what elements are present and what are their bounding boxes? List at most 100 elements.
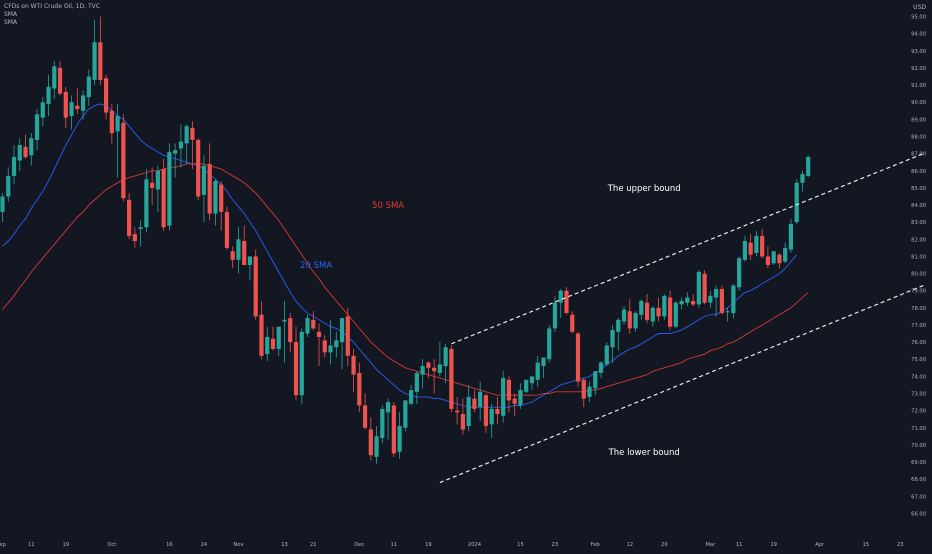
candle-body (483, 395, 489, 427)
y-tick-label: 90.00 (911, 100, 926, 106)
x-tick-label: Mar (705, 542, 716, 548)
y-tick-label: 75.00 (911, 357, 926, 363)
x-tick-label: ep (0, 542, 6, 548)
lower-bound-annotation: The lower bound (608, 448, 680, 458)
candle-body (518, 390, 523, 406)
candle-body (673, 302, 678, 327)
sma50-line (2, 163, 809, 396)
y-tick-label: 68.00 (911, 477, 926, 483)
indicator-label-1[interactable]: SMA (4, 11, 18, 18)
sma20-annotation: 20 SMA (300, 261, 332, 271)
upper-bound-line (451, 153, 924, 345)
candle-body (219, 184, 224, 212)
y-tick-label: 84.00 (911, 203, 926, 209)
x-tick-label: 21 (310, 542, 317, 548)
candle-body (207, 163, 212, 214)
candle-body (138, 227, 143, 230)
candle-body (714, 288, 719, 298)
candle-body (311, 319, 316, 329)
x-tick-label: 23 (897, 542, 904, 548)
y-tick-label: 74.00 (911, 374, 926, 380)
candle-body (662, 295, 667, 317)
x-tick-label: 16 (166, 542, 173, 548)
candle-body (570, 314, 575, 332)
candle-body (455, 410, 460, 413)
x-tick-label: Apr (815, 542, 825, 548)
candle-body (719, 288, 724, 313)
candle-body (247, 256, 253, 265)
candle-body (501, 378, 506, 416)
candle-body (75, 105, 80, 110)
candle-body (259, 314, 264, 356)
candle-body (656, 307, 661, 317)
candle-body (725, 311, 730, 313)
candle-body (524, 379, 529, 392)
candle-body (489, 408, 494, 425)
y-tick-label: 78.00 (911, 306, 926, 312)
candle-body (86, 76, 91, 98)
candle-body (598, 362, 604, 373)
candle-body (121, 122, 126, 199)
candle-body (443, 347, 448, 367)
candle-body (178, 141, 184, 149)
candle-body (357, 372, 362, 406)
candle-body (414, 372, 419, 392)
x-tick-label: 19 (770, 542, 777, 548)
x-tick-label: 15 (517, 542, 524, 548)
candle-body (380, 408, 385, 439)
x-tick-label: 15 (862, 542, 869, 548)
indicator-label-2[interactable]: SMA (4, 19, 18, 26)
candle-body (449, 348, 454, 409)
candle-body (627, 311, 632, 329)
candle-body (230, 251, 235, 260)
y-tick-label: 91.00 (911, 83, 926, 89)
candle-body (731, 285, 736, 313)
candle-body (184, 126, 189, 144)
candle-body (783, 247, 788, 262)
candle-body (754, 235, 759, 254)
candle-body (616, 319, 621, 332)
y-tick-label: 70.00 (911, 443, 926, 449)
candle-body (558, 290, 563, 303)
candle-body (529, 376, 535, 384)
candle-body (610, 330, 615, 348)
candle-body (403, 400, 408, 428)
candle-body (794, 182, 799, 223)
candle-body (345, 316, 350, 356)
candle-body (397, 426, 402, 452)
y-tick-label: 93.00 (911, 49, 926, 55)
candle-body (737, 258, 742, 288)
y-tick-label: 73.00 (911, 392, 926, 398)
candle-body (506, 379, 512, 401)
candle-body (201, 165, 207, 195)
candle-body (115, 115, 120, 132)
candle-body (466, 396, 471, 427)
x-tick-label: 13 (281, 542, 288, 548)
candle-body (253, 256, 258, 317)
sma50-annotation: 50 SMA (372, 201, 404, 211)
candle-body (691, 300, 696, 305)
candle-body (685, 297, 690, 303)
candle-body (150, 182, 155, 188)
candle-body (80, 95, 86, 111)
candle-body (305, 318, 310, 334)
candle-body (552, 302, 558, 329)
candle-body (702, 273, 707, 303)
candle-body (621, 309, 627, 322)
candle-body (742, 241, 747, 260)
candle-body (92, 42, 97, 80)
candle-body (478, 391, 483, 408)
y-tick-label: 85.00 (911, 186, 926, 192)
candle-body (806, 157, 811, 176)
candle-body (564, 290, 569, 313)
y-tick-label: 80.00 (911, 272, 926, 278)
candle-body (322, 340, 327, 353)
candle-body (437, 364, 442, 373)
candle-body (472, 398, 477, 409)
candle-body (40, 102, 45, 118)
x-tick-label: 2024 (468, 542, 482, 548)
x-tick-label: 23 (552, 542, 559, 548)
candle-body (696, 271, 701, 305)
